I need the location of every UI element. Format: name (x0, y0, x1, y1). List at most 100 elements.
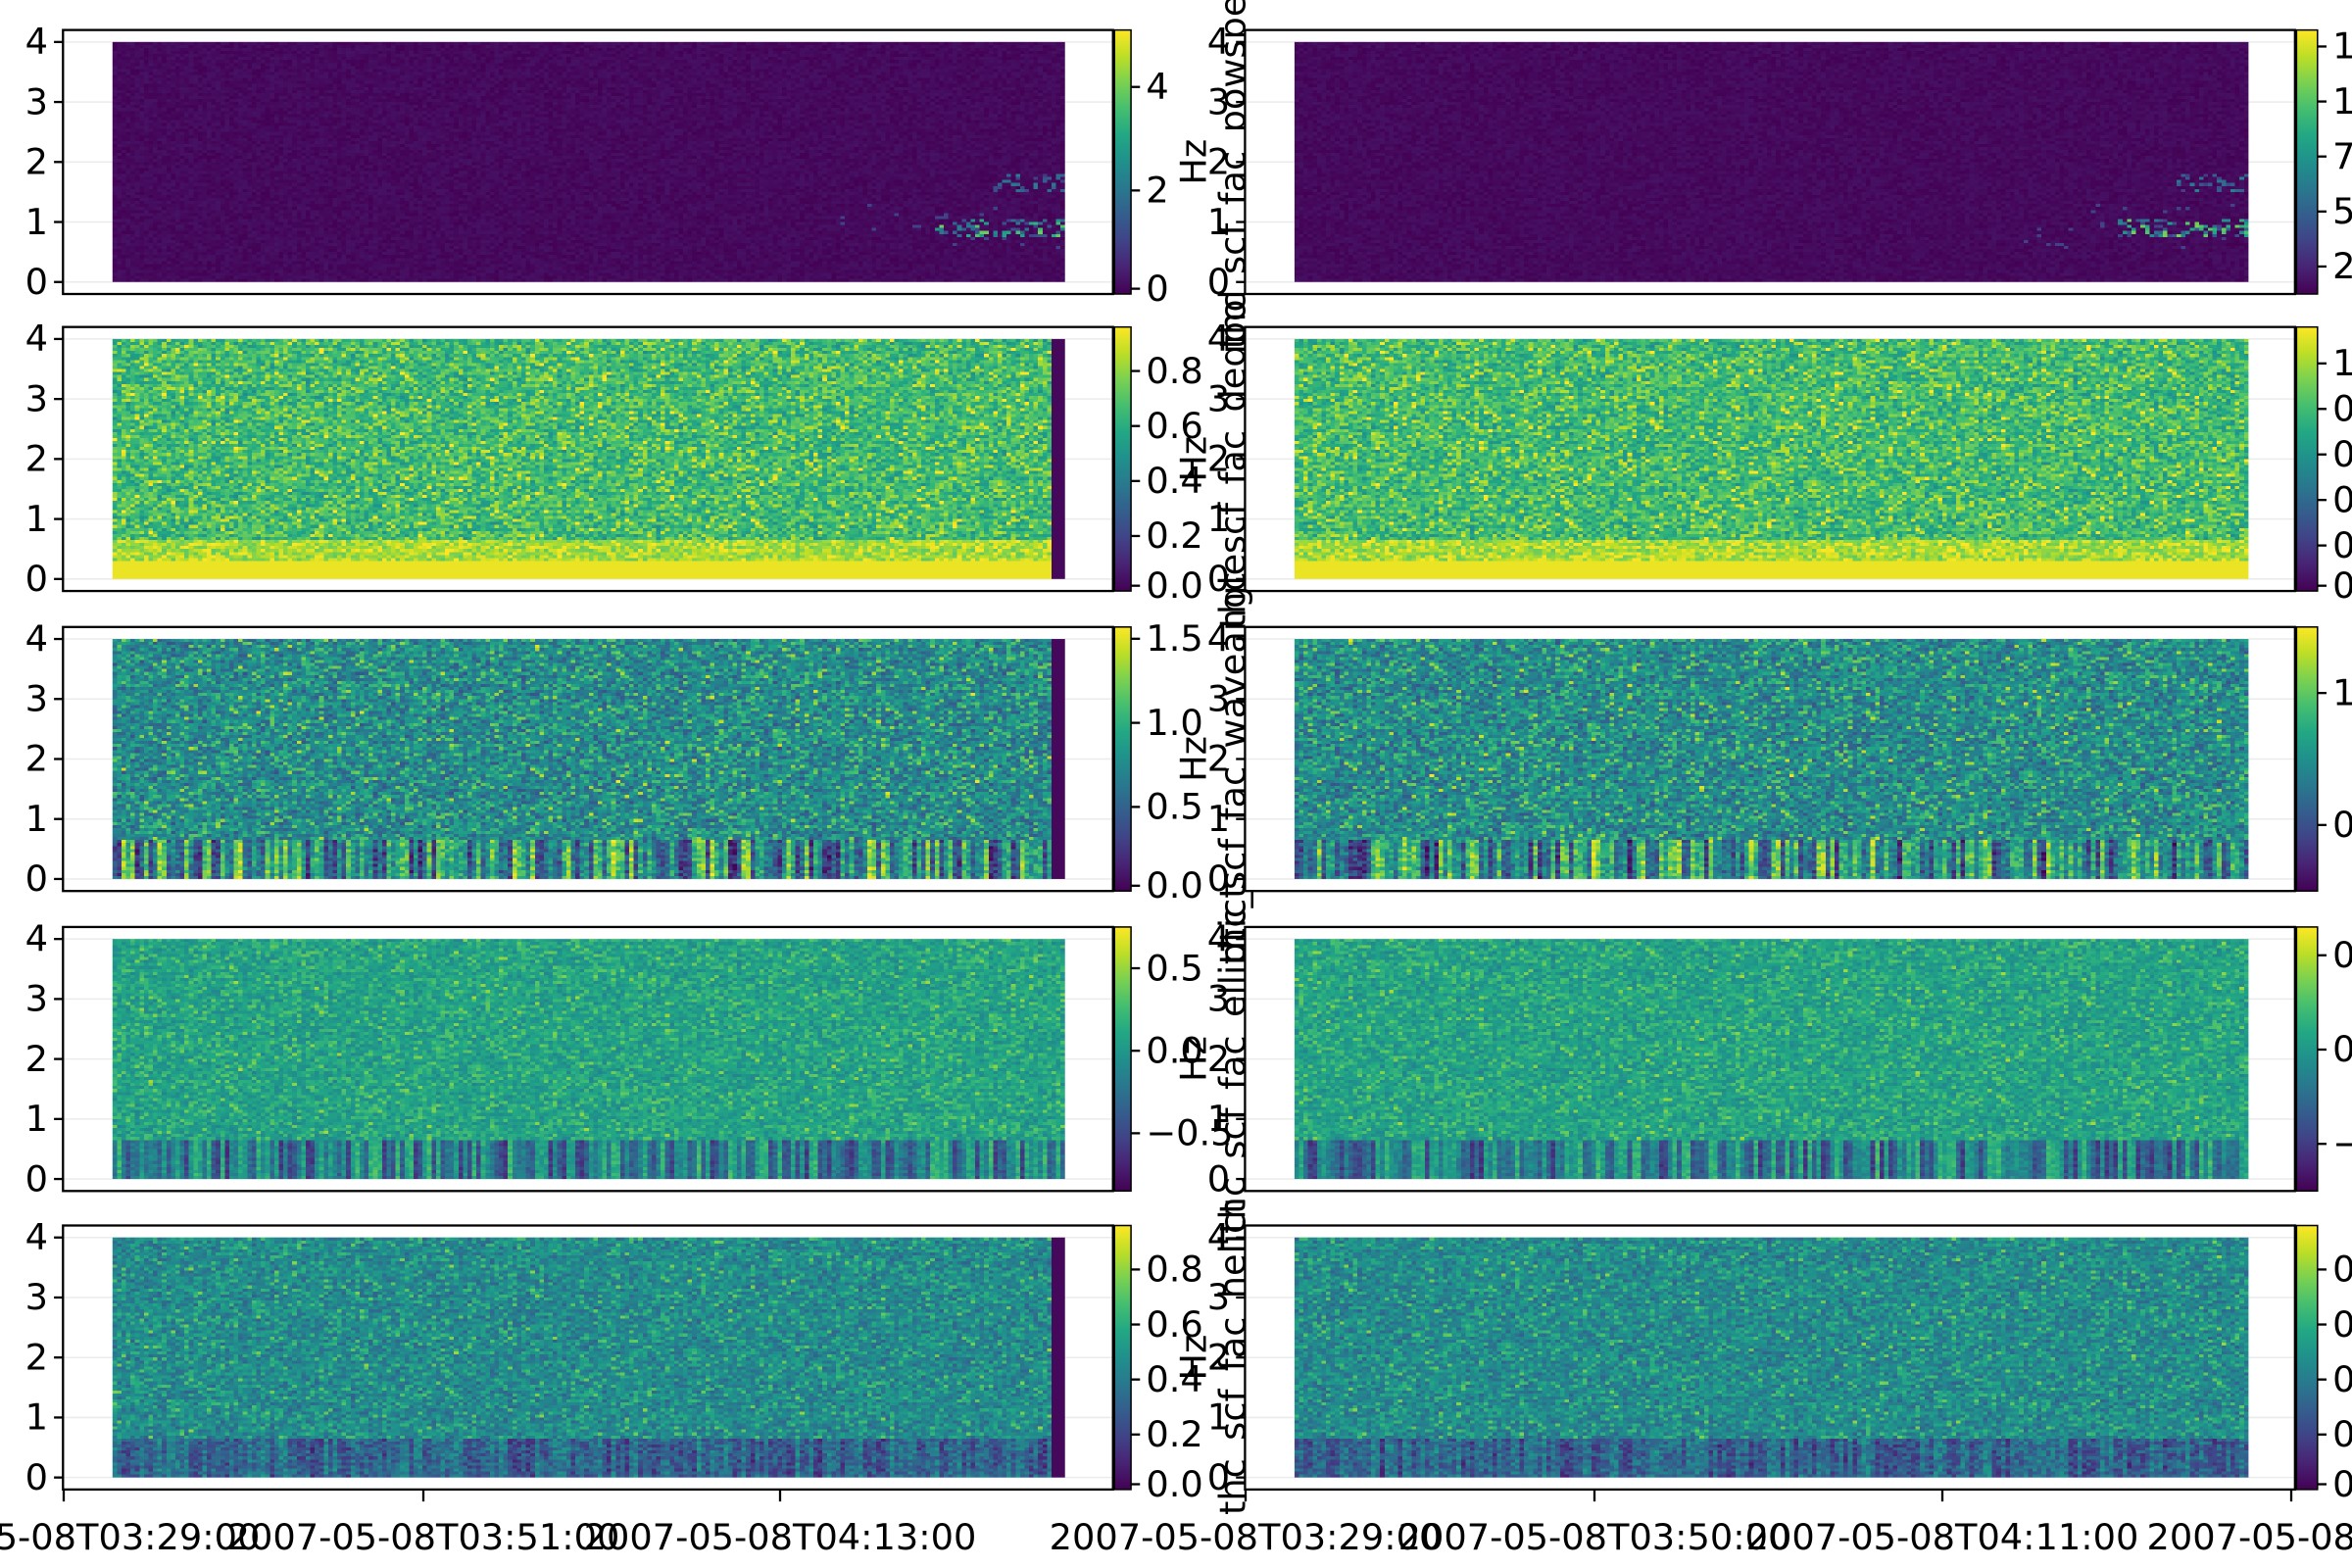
y-tick-label: 0 (1207, 1456, 1230, 1498)
colorbar-tick-label: 2 (2332, 245, 2352, 287)
colorbar-tick-label: 0 (2332, 478, 2352, 520)
y-tick-label: 3 (1207, 80, 1230, 122)
y-tick-label: 2 (25, 738, 48, 780)
colorbar (1113, 1224, 1132, 1491)
colorbar-tick-label: 0 (2332, 804, 2352, 846)
y-tick-label: 4 (25, 21, 48, 63)
y-tick-label: 2 (1207, 141, 1230, 183)
axes-border (1244, 1224, 2296, 1492)
colorbar-tick-label: 0 (1146, 268, 1168, 310)
colorbar-tick-label: 0 (2332, 524, 2352, 566)
y-tick-label: 1 (1207, 201, 1230, 243)
colorbar (2295, 926, 2319, 1193)
y-tick-label: 2 (1207, 1038, 1230, 1080)
y-axis-label: Hz (1173, 436, 1215, 482)
y-tick-label: 3 (25, 678, 48, 720)
y-tick-label: 3 (1207, 678, 1230, 720)
colorbar-tick-label: 0 (2332, 1413, 2352, 1455)
heatmap-image (1294, 1237, 2249, 1478)
heatmap-image (1294, 939, 2249, 1180)
colorbar-tick-label: 0.8 (1146, 1249, 1202, 1291)
y-tick-label: 1 (25, 798, 48, 840)
colorbar-tick-label: 5 (2332, 190, 2352, 232)
x-tick-label: 2007-05-08T04:13:00 (584, 1516, 977, 1558)
colorbar-tick-label: 0.0 (1146, 1463, 1202, 1505)
colorbar-tick-label: 0.0 (1146, 1029, 1202, 1071)
y-tick-label: 4 (1207, 1216, 1230, 1258)
colorbar-tick-label: − (2332, 1122, 2352, 1164)
y-tick-label: 0 (25, 261, 48, 303)
y-tick-label: 4 (25, 917, 48, 959)
y-tick-label: 4 (1207, 21, 1230, 63)
colorbar-tick-label: 0 (2332, 388, 2352, 430)
colorbar-tick-label: 0.4 (1146, 460, 1202, 502)
y-tick-label: 0 (1207, 261, 1230, 303)
colorbar-tick-label: 4 (1146, 66, 1168, 108)
y-tick-label: 4 (25, 1216, 48, 1258)
colorbar (2295, 28, 2319, 295)
heatmap-image (1294, 338, 2249, 579)
heatmap-image (112, 338, 1065, 579)
colorbar-tick-label: 0.8 (1146, 350, 1202, 392)
panel-right-3: 0123401Hzthc_scf_fac_waveangle (1207, 617, 2352, 900)
y-tick-label: 2 (25, 141, 48, 183)
colorbar-tick-label: 0.0 (1146, 864, 1202, 906)
colorbar-tick-label: 0.0 (1146, 564, 1202, 607)
y-tick-label: 3 (25, 1276, 48, 1318)
colorbar (2295, 1224, 2319, 1491)
colorbar-tick-label: 0 (2332, 1463, 2352, 1505)
x-tick-label: 2007-05-08T04: (2147, 1516, 2352, 1558)
panel-right-5: 0123400000Hzthc_scf_fac_helict2007-05-08… (1050, 1216, 2352, 1558)
x-tick-label: 2007-05-08T04:11:00 (1746, 1516, 2139, 1558)
colorbar-tick-label: 1 (2332, 25, 2352, 68)
y-axis-label: Hz (1173, 1036, 1215, 1082)
y-tick-label: 4 (25, 318, 48, 360)
colorbar (1113, 626, 1132, 892)
colorbar-tick-label: 7 (2332, 135, 2352, 177)
colorbar-tick-label: 1 (2332, 80, 2352, 122)
axes-border (1244, 325, 2296, 593)
x-tick-label: 2007-05-08T03:29:00 (1050, 1516, 1443, 1558)
heatmap-image (112, 939, 1065, 1180)
y-tick-label: 0 (25, 558, 48, 600)
heatmap-image (112, 1237, 1065, 1478)
heatmap-image (112, 41, 1065, 282)
y-tick-label: 4 (1207, 617, 1230, 660)
heatmap-image (1294, 639, 2249, 879)
colorbar-tick-label: 0 (2332, 934, 2352, 976)
colorbar-tick-label: 0.2 (1146, 514, 1202, 557)
y-tick-label: 0 (25, 858, 48, 900)
panel-left-5: 012340.00.20.40.60.8Hzthc_scf_fac_helict… (0, 1200, 1253, 1558)
colorbar-tick-label: 0.4 (1146, 1358, 1202, 1400)
y-tick-label: 3 (1207, 978, 1230, 1020)
panel-right-1: 0123425711Hzthc_scf_fac_powspec (1207, 21, 2352, 303)
y-tick-label: 1 (25, 201, 48, 243)
y-tick-label: 1 (1207, 798, 1230, 840)
y-tick-label: 1 (25, 1396, 48, 1439)
colorbar (1113, 28, 1132, 295)
colorbar-tick-label: 2 (1146, 170, 1168, 212)
y-tick-label: 2 (1207, 1336, 1230, 1378)
colorbar-tick-label: 0 (2332, 564, 2352, 607)
colorbar-tick-label: 1.0 (1146, 702, 1202, 744)
y-tick-label: 2 (25, 1336, 48, 1378)
colorbar-tick-label: 1 (2332, 671, 2352, 713)
y-axis-label: Hz (1173, 736, 1215, 782)
y-tick-label: 4 (25, 617, 48, 660)
y-tick-label: 3 (25, 80, 48, 122)
x-tick-label: 2007-05-08T03:29:00 (0, 1516, 260, 1558)
y-tick-label: 3 (25, 978, 48, 1020)
y-tick-label: 4 (1207, 917, 1230, 959)
colorbar-tick-label: 0.6 (1146, 1303, 1202, 1346)
y-tick-label: 0 (1207, 1157, 1230, 1200)
y-tick-label: 0 (25, 1157, 48, 1200)
colorbar (2295, 626, 2319, 892)
colorbar-tick-label: 0.5 (1146, 947, 1202, 989)
y-axis-label: Hz (1173, 1335, 1215, 1381)
